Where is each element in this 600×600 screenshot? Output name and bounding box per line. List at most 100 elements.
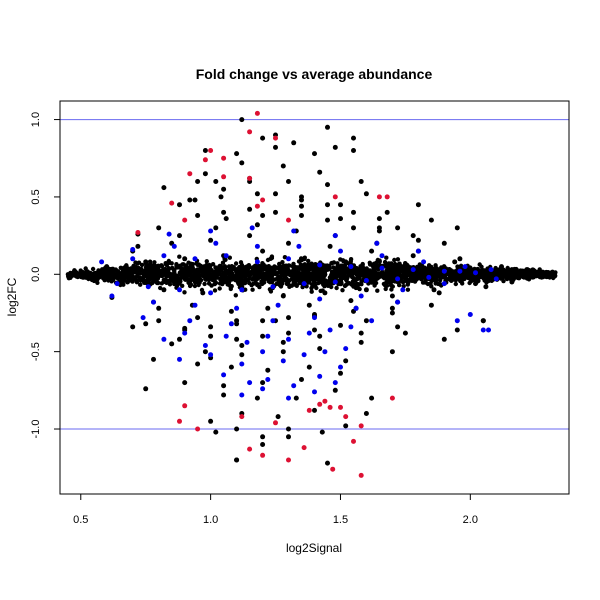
cloud-point	[145, 266, 150, 271]
cloud-point	[182, 290, 187, 295]
data-point	[369, 395, 375, 401]
data-point	[499, 264, 504, 270]
data-point	[228, 364, 234, 370]
cloud-point	[405, 266, 410, 271]
cloud-point	[337, 273, 342, 279]
cloud-point	[269, 276, 275, 281]
data-point	[301, 352, 307, 358]
data-point	[202, 148, 208, 153]
data-point	[327, 404, 333, 410]
data-point	[114, 281, 120, 287]
data-point	[301, 445, 307, 451]
data-point	[317, 169, 323, 175]
data-point	[228, 308, 234, 314]
cloud-point	[347, 281, 352, 286]
cloud-point	[151, 279, 156, 285]
x-axis: 0.5 1.0 1.5 2.0	[73, 493, 478, 526]
cloud-point	[229, 284, 234, 289]
data-point	[296, 243, 302, 249]
data-point	[239, 287, 245, 293]
cloud-point	[177, 254, 182, 259]
data-point	[395, 225, 401, 231]
x-axis-label: log2Signal	[286, 541, 342, 555]
data-point	[221, 372, 227, 378]
data-point	[332, 279, 338, 285]
cloud-point	[422, 280, 428, 285]
cloud-point	[309, 274, 314, 279]
data-point	[410, 253, 416, 259]
data-point	[363, 318, 369, 324]
cloud-point	[246, 276, 251, 282]
data-point	[182, 403, 188, 409]
cloud-point	[278, 284, 284, 289]
data-point	[426, 274, 432, 280]
data-point	[234, 321, 240, 327]
cloud-point	[177, 281, 182, 286]
cloud-point	[335, 261, 340, 266]
data-point	[431, 287, 437, 293]
data-point	[221, 155, 227, 161]
cloud-point	[220, 260, 226, 265]
data-point	[169, 341, 175, 347]
data-point	[187, 318, 193, 324]
data-point	[358, 293, 364, 299]
data-point	[395, 276, 401, 282]
data-point	[145, 284, 151, 290]
data-point	[358, 423, 364, 429]
cloud-point	[265, 272, 270, 278]
cloud-point	[312, 280, 317, 285]
data-point	[457, 256, 463, 262]
data-point	[428, 217, 434, 223]
x-tick-label: 2.0	[463, 514, 478, 526]
cloud-point	[248, 272, 253, 278]
cloud-point	[178, 271, 183, 276]
cloud-point	[192, 277, 197, 282]
data-point	[143, 259, 149, 265]
data-point	[161, 253, 167, 259]
data-point	[260, 213, 266, 218]
cloud-point	[138, 282, 143, 287]
cloud-point	[118, 265, 124, 270]
cloud-point	[274, 281, 279, 287]
cloud-point	[98, 271, 104, 277]
cloud-point	[115, 271, 120, 276]
data-point	[177, 356, 182, 362]
cloud-point	[345, 275, 350, 280]
cloud-point	[174, 273, 179, 278]
cloud-point	[429, 284, 434, 289]
data-point	[195, 426, 201, 432]
cloud-point	[158, 285, 163, 291]
cloud-point	[172, 269, 177, 275]
data-point	[389, 349, 395, 355]
data-point	[363, 278, 369, 283]
cloud-point	[166, 258, 171, 264]
data-point	[213, 240, 219, 246]
cloud-point	[137, 276, 143, 281]
cloud-point	[154, 280, 160, 286]
data-point	[182, 217, 188, 223]
data-point	[247, 129, 253, 135]
cloud-point	[121, 282, 126, 287]
data-point	[348, 264, 354, 270]
cloud-point	[447, 271, 452, 276]
data-point	[239, 352, 245, 358]
data-point	[273, 135, 278, 141]
data-point	[410, 267, 416, 273]
data-point	[306, 302, 312, 308]
cloud-point	[395, 257, 401, 262]
data-point	[208, 237, 214, 243]
data-point	[244, 339, 250, 345]
cloud-point	[382, 271, 387, 277]
data-point	[301, 256, 307, 262]
cloud-point	[272, 271, 278, 276]
cloud-point	[192, 283, 198, 289]
data-point	[338, 216, 343, 222]
data-point	[454, 225, 460, 231]
cloud-point	[186, 280, 191, 285]
cloud-point	[124, 266, 129, 271]
data-point	[254, 259, 260, 265]
data-point	[306, 364, 312, 370]
data-point	[221, 209, 227, 215]
cloud-point	[497, 268, 502, 274]
cloud-point	[304, 263, 310, 269]
